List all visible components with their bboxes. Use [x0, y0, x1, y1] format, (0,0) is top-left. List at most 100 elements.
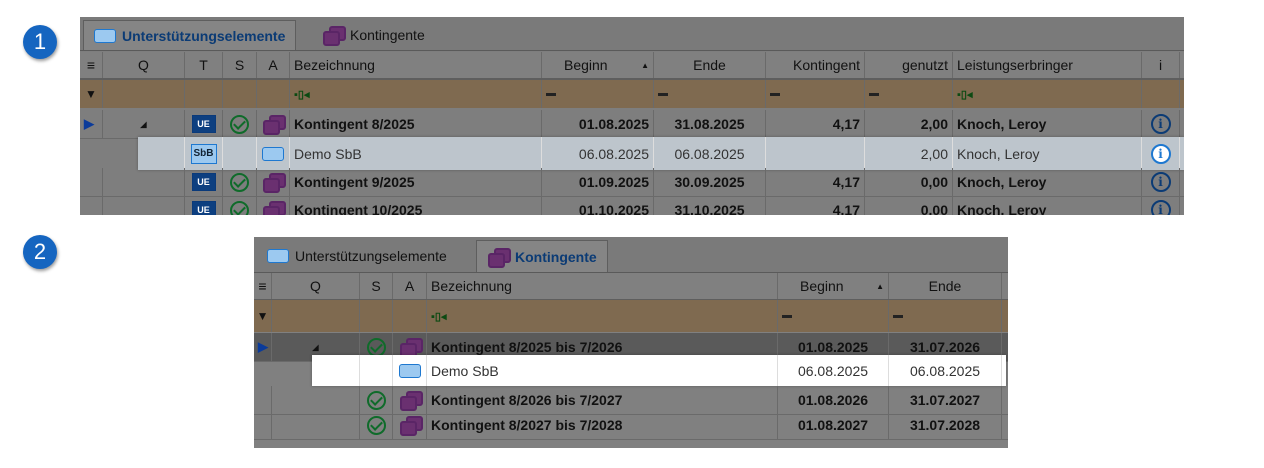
support-element-icon	[94, 28, 116, 43]
tab-label: Kontingente	[515, 248, 597, 265]
tab-kontingente[interactable]: Kontingente	[312, 20, 435, 50]
cell-kontingent[interactable]	[766, 80, 865, 108]
column-menu-icon[interactable]: ≡	[80, 52, 103, 78]
column-header-genutzt[interactable]: genutzt	[865, 52, 953, 78]
cell-A	[393, 355, 427, 386]
cell-text: 4,17	[832, 116, 860, 132]
cell-text: 4,17	[832, 202, 860, 215]
column-header-S[interactable]: S	[360, 273, 393, 299]
cell-T: SbB	[185, 137, 223, 170]
cell-A[interactable]	[393, 300, 427, 332]
column-header-beginn[interactable]: Beginn ▲	[542, 52, 654, 78]
column-header-ende[interactable]: Ende	[889, 273, 1002, 299]
tab-unterstuetzungselemente[interactable]: Unterstützungselemente	[83, 20, 297, 50]
column-header-le[interactable]: Leistungserbringer	[953, 52, 1142, 78]
column-header-T[interactable]: T	[185, 52, 223, 78]
column-header-label: S	[371, 278, 381, 294]
cell-name[interactable]: ▪▯◂	[290, 80, 542, 108]
column-header-label: Beginn	[800, 278, 844, 294]
cell-Q[interactable]: ◢	[272, 333, 360, 361]
cell-kontingent: 4,17	[766, 196, 865, 215]
cell-beginn: 01.08.2027	[778, 411, 889, 439]
cell-A	[393, 411, 427, 439]
column-header-kontingent[interactable]: Kontingent	[766, 52, 865, 78]
cell-beginn: 01.08.2026	[778, 386, 889, 414]
step-badge-2: 2	[23, 235, 57, 269]
column-header-row: ≡ Q S A Bezeichnung Beginn ▲ Ende	[254, 273, 1008, 301]
filter-icon: ▼	[254, 300, 272, 332]
table-row-highlighted[interactable]: SbB Demo SbB 06.08.2025 06.08.2025 2,00 Knoch…	[138, 137, 1184, 170]
cell-text: 31.08.2025	[674, 116, 745, 132]
cell-ende[interactable]	[889, 300, 1002, 332]
cell-name: Kontingent 10/2025	[290, 196, 542, 215]
cell-kontingent	[766, 137, 865, 170]
column-menu-icon[interactable]: ≡	[254, 273, 272, 299]
cell-beginn[interactable]	[778, 300, 889, 332]
table-row-highlighted[interactable]: Demo SbB 06.08.2025 06.08.2025	[312, 355, 1006, 386]
table-row[interactable]: Kontingent 8/2027 bis 7/2028 01.08.2027 31…	[254, 411, 1008, 440]
cell-text: 2,00	[920, 145, 948, 162]
cell-Q	[103, 196, 185, 215]
cell-text: 01.08.2025	[797, 339, 869, 355]
cell-Q[interactable]	[272, 300, 360, 332]
cell-S	[360, 411, 393, 439]
cell-le[interactable]: ▪▯◂	[953, 80, 1142, 108]
info-icon[interactable]: i	[1150, 172, 1171, 192]
cell-beginn: 01.08.2025	[778, 333, 889, 361]
cell-i: i	[1142, 196, 1180, 215]
column-header-label: Leistungserbringer	[957, 57, 1073, 73]
cell-text: Knoch, Leroy	[957, 145, 1040, 162]
column-header-i[interactable]: i	[1142, 52, 1180, 78]
cell-genutzt[interactable]	[865, 80, 953, 108]
column-header-label: Beginn	[564, 57, 608, 73]
table-row[interactable]: UE Kontingent 9/2025 01.09.2025 30.09.2025 4…	[80, 168, 1184, 197]
collapse-toggle-icon[interactable]: ◢	[140, 119, 147, 129]
cell-T: UE	[185, 168, 223, 196]
cell-name[interactable]: ▪▯◂	[427, 300, 778, 332]
column-header-ende[interactable]: Ende	[654, 52, 766, 78]
column-header-A[interactable]: A	[257, 52, 290, 78]
info-icon[interactable]: i	[1150, 200, 1171, 215]
info-icon[interactable]: i	[1150, 114, 1171, 134]
cell-Q[interactable]	[103, 80, 185, 108]
check-icon	[366, 415, 386, 435]
column-header-label: genutzt	[902, 57, 948, 73]
cell-beginn[interactable]	[542, 80, 654, 108]
cell-i[interactable]	[1142, 80, 1180, 108]
panel-unterstuetzungselemente: Unterstützungselemente Kontingente ≡ Q T S A Be…	[80, 17, 1184, 215]
cell-T[interactable]	[185, 80, 223, 108]
tab-kontingente[interactable]: Kontingente	[476, 240, 608, 272]
kontingent-icon	[262, 115, 286, 135]
column-header-Q[interactable]: Q	[103, 52, 185, 78]
cell-Q[interactable]: ◢	[103, 110, 185, 138]
column-header-beginn[interactable]: Beginn ▲	[778, 273, 889, 299]
column-header-A[interactable]: A	[393, 273, 427, 299]
column-header-name[interactable]: Bezeichnung	[290, 52, 542, 78]
column-header-Q[interactable]: Q	[272, 273, 360, 299]
type-ue-icon: UE	[191, 173, 216, 191]
cell-genutzt: 2,00	[865, 110, 953, 138]
tab-unterstuetzungselemente[interactable]: Unterstützungselemente	[257, 240, 457, 272]
cell-text: Kontingent 8/2026 bis 7/2027	[431, 392, 623, 408]
column-header-label: S	[234, 57, 245, 73]
tab-label: Unterstützungselemente	[295, 248, 447, 264]
column-header-S[interactable]: S	[223, 52, 257, 78]
cell-i: i	[1142, 110, 1180, 138]
cell-ende[interactable]	[654, 80, 766, 108]
kontingent-icon	[399, 391, 423, 411]
support-element-icon	[398, 363, 421, 378]
table-row[interactable]: Kontingent 8/2026 bis 7/2027 01.08.2026 31…	[254, 386, 1008, 415]
cell-text: 01.08.2025	[578, 116, 649, 132]
collapse-toggle-icon[interactable]: ◢	[312, 342, 319, 352]
step-badge-1: 1	[23, 25, 57, 59]
check-icon	[366, 390, 386, 410]
tab-bar: Unterstützungselemente Kontingente	[80, 17, 1184, 51]
column-header-name[interactable]: Bezeichnung	[427, 273, 778, 299]
table-row[interactable]: ▶ ◢ UE Kontingent 8/2025 01.08.2025 31.08.202…	[80, 110, 1184, 139]
cell-S[interactable]	[223, 80, 257, 108]
cell-S[interactable]	[360, 300, 393, 332]
info-icon[interactable]: i	[1150, 143, 1171, 164]
cell-A[interactable]	[257, 80, 290, 108]
table-row[interactable]: UE Kontingent 10/2025 01.10.2025 31.10.2025…	[80, 196, 1184, 215]
cell-A	[393, 386, 427, 414]
